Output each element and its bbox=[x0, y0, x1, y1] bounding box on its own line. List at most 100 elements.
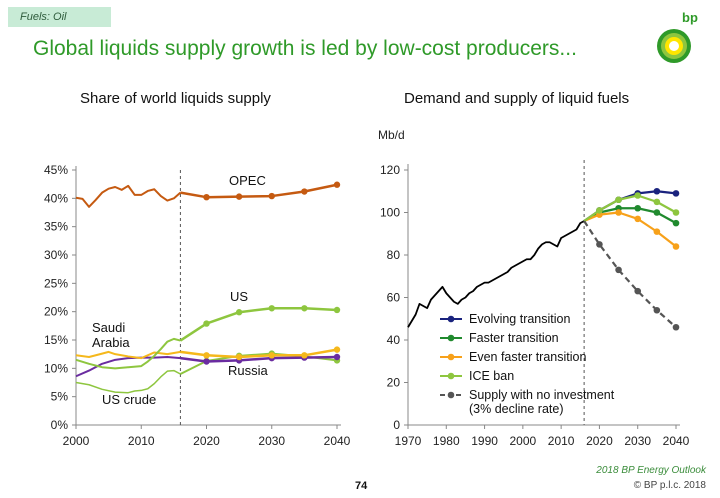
data-point bbox=[653, 198, 661, 206]
legend-swatch-marker bbox=[447, 315, 455, 323]
data-point bbox=[653, 209, 661, 216]
section-tag: Fuels: Oil bbox=[8, 7, 111, 27]
x-tick-label: 1990 bbox=[471, 434, 498, 448]
data-point bbox=[653, 228, 661, 235]
data-point bbox=[203, 352, 210, 359]
series-annotation: US crude bbox=[102, 392, 156, 407]
page-title: Global liquids supply growth is led by l… bbox=[33, 37, 577, 60]
data-point bbox=[653, 306, 661, 314]
series-line bbox=[75, 356, 181, 378]
data-point bbox=[268, 192, 275, 200]
y-tick-label: 40% bbox=[44, 191, 68, 205]
data-point bbox=[653, 187, 661, 195]
y-tick-label: 0 bbox=[393, 418, 400, 432]
projection-line bbox=[180, 348, 338, 359]
series-line bbox=[75, 337, 181, 370]
y-tick-label: 100 bbox=[380, 206, 400, 220]
data-point bbox=[333, 181, 341, 188]
legend-label: Even faster transition bbox=[469, 350, 586, 364]
projection-line bbox=[179, 307, 338, 342]
data-point bbox=[235, 193, 243, 200]
y-tick-label: 45% bbox=[44, 163, 68, 177]
data-point bbox=[634, 192, 642, 199]
y-tick-label: 20 bbox=[387, 376, 401, 390]
y-tick-label: 35% bbox=[44, 220, 68, 234]
x-tick-label: 2000 bbox=[510, 434, 537, 448]
legend-swatch-marker bbox=[447, 372, 455, 380]
data-point bbox=[672, 219, 680, 227]
x-tick-label: 2040 bbox=[663, 434, 690, 448]
legend-swatch-marker bbox=[447, 353, 455, 361]
x-tick-label: 2010 bbox=[548, 434, 575, 448]
data-point bbox=[596, 207, 603, 214]
data-point bbox=[634, 204, 642, 212]
data-point bbox=[634, 287, 642, 295]
data-point bbox=[615, 266, 622, 274]
copyright: © BP p.l.c. 2018 bbox=[633, 480, 706, 491]
series-annotation: Russia bbox=[228, 363, 269, 378]
left-chart-title: Share of world liquids supply bbox=[80, 90, 271, 107]
series-line bbox=[75, 369, 181, 394]
legend-label: Evolving transition bbox=[469, 312, 570, 326]
x-tick-label: 2020 bbox=[586, 434, 613, 448]
y-tick-label: 25% bbox=[44, 276, 68, 290]
x-tick-label: 2020 bbox=[193, 434, 220, 448]
series-annotation: US bbox=[230, 289, 248, 304]
y-tick-label: 20% bbox=[44, 305, 68, 319]
x-tick-label: 2030 bbox=[624, 434, 651, 448]
series-annotation: Arabia bbox=[92, 335, 130, 350]
series-line bbox=[583, 220, 677, 329]
x-tick-label: 2010 bbox=[128, 434, 155, 448]
legend-label: ICE ban bbox=[469, 369, 514, 383]
bp-logo-icon: bp bbox=[657, 10, 698, 63]
x-tick-label: 2030 bbox=[258, 434, 285, 448]
data-point bbox=[235, 309, 243, 316]
legend-label: Supply with no investment bbox=[469, 388, 615, 402]
right-chart-title: Demand and supply of liquid fuels bbox=[404, 90, 630, 107]
data-point bbox=[301, 188, 308, 195]
y-axis-unit: Mb/d bbox=[378, 128, 405, 142]
legend-note: (3% decline rate) bbox=[469, 402, 564, 416]
x-tick-label: 2040 bbox=[324, 434, 351, 448]
x-tick-label: 1980 bbox=[433, 434, 460, 448]
series-annotation: Saudi bbox=[92, 320, 125, 335]
legend-swatch-marker bbox=[447, 334, 455, 342]
y-tick-label: 15% bbox=[44, 333, 68, 347]
y-tick-label: 0% bbox=[51, 418, 69, 432]
data-point bbox=[672, 243, 680, 250]
y-tick-label: 30% bbox=[44, 248, 68, 262]
y-tick-label: 120 bbox=[380, 163, 400, 177]
data-point bbox=[615, 209, 622, 216]
data-point bbox=[301, 305, 308, 312]
brand-text: bp bbox=[682, 10, 698, 25]
share-chart: 0% 5% 10% 15% 20% 25% 30% 35% 40% 45% 2000 2010 2020… bbox=[44, 163, 351, 448]
data-point bbox=[333, 346, 341, 353]
y-tick-label: 10% bbox=[44, 361, 68, 375]
data-point bbox=[672, 209, 680, 216]
data-point bbox=[268, 305, 275, 312]
projection-line bbox=[180, 183, 338, 199]
x-tick-label: 2000 bbox=[63, 434, 90, 448]
data-point bbox=[672, 190, 680, 197]
y-tick-label: 60 bbox=[387, 291, 401, 305]
series-line bbox=[75, 184, 182, 208]
data-point bbox=[596, 241, 603, 248]
data-point bbox=[203, 320, 210, 327]
series-line bbox=[75, 350, 181, 360]
history-line bbox=[407, 220, 585, 328]
projection-line bbox=[180, 355, 338, 363]
legend-swatch-marker bbox=[447, 391, 455, 399]
page-number: 74 bbox=[355, 480, 368, 492]
data-point bbox=[615, 196, 622, 204]
data-point bbox=[333, 306, 341, 314]
data-point bbox=[203, 358, 210, 365]
series-annotation: OPEC bbox=[229, 173, 266, 188]
x-tick-label: 1970 bbox=[395, 434, 422, 448]
y-tick-label: 80 bbox=[387, 248, 401, 262]
y-tick-label: 5% bbox=[51, 390, 69, 404]
source-note: 2018 BP Energy Outlook bbox=[596, 465, 706, 476]
data-point bbox=[268, 352, 275, 359]
y-tick-label: 40 bbox=[387, 333, 401, 347]
data-point bbox=[301, 352, 308, 359]
